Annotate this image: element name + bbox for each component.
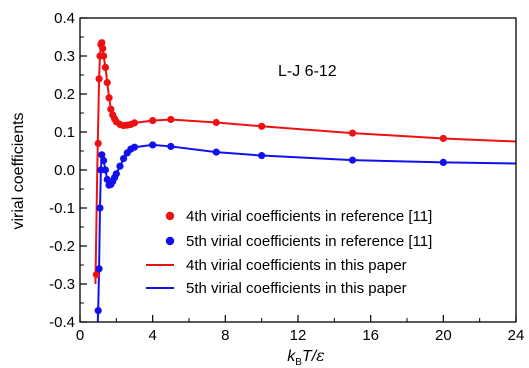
- series-0-point-2: [95, 75, 103, 83]
- series-1-point-12: [112, 170, 120, 178]
- marks-layer: [92, 39, 516, 322]
- y-axis-title: virial coefficients: [10, 112, 27, 229]
- series-1-point-1: [95, 265, 103, 273]
- series-0-point-20: [149, 117, 157, 125]
- series-0-point-23: [258, 122, 266, 130]
- legend-label-4th-reference: 4th virial coefficients in reference [11…: [186, 208, 432, 225]
- series-1-point-0: [94, 307, 102, 315]
- series-1-point-2: [96, 204, 104, 212]
- series-0-point-21: [167, 115, 175, 124]
- series-0-point-8: [101, 63, 110, 71]
- x-axis-title-eps: ε: [316, 346, 325, 365]
- annotation-lj-6-12: L-J 6-12: [278, 63, 337, 80]
- legend-entry-4th-reference: 4th virial coefficients in reference [11…: [165, 208, 432, 225]
- series-0-point-11: [107, 105, 115, 113]
- legend-marker-5th-reference: [165, 236, 175, 246]
- legend-label-4th-this-paper: 4th virial coefficients in this paper: [186, 257, 407, 274]
- series-0-point-24: [348, 129, 357, 137]
- y-tick-label: -0.3: [49, 276, 75, 293]
- series-1-point-13: [116, 162, 124, 170]
- legend: 4th virial coefficients in reference [11…: [146, 208, 432, 297]
- x-tick-label: 8: [221, 327, 229, 344]
- legend-label-5th-reference: 5th virial coefficients in reference [11…: [186, 233, 432, 250]
- y-tick-label: -0.1: [49, 200, 75, 217]
- legend-entry-5th-this-paper: 5th virial coefficients in this paper: [146, 280, 407, 297]
- y-tick-label: 0.4: [54, 10, 75, 27]
- x-axis-title-sub: B: [295, 357, 302, 368]
- series-1-point-22: [348, 156, 357, 164]
- series-1-point-6: [101, 166, 110, 174]
- legend-entry-4th-this-paper: 4th virial coefficients in this paper: [146, 257, 407, 274]
- series-1-point-14: [120, 155, 128, 163]
- series-0-point-10: [105, 94, 113, 102]
- y-tick-label: 0.2: [54, 86, 75, 103]
- x-tick-label: 0: [76, 327, 84, 344]
- series-0-point-9: [103, 79, 111, 87]
- x-tick-label: 16: [362, 327, 379, 344]
- series-1-point-4: [98, 151, 106, 159]
- x-tick-label: 20: [435, 327, 452, 344]
- legend-label-5th-this-paper: 5th virial coefficients in this paper: [186, 280, 407, 297]
- x-tick-label: 12: [290, 327, 307, 344]
- series-0-point-7: [100, 52, 108, 60]
- series-1-point-5: [100, 156, 108, 165]
- x-axis-title-rest: T/: [302, 348, 318, 365]
- series-0-point-0: [92, 270, 100, 279]
- series-1-point-20: [212, 148, 220, 156]
- x-tick-label: 4: [148, 327, 156, 344]
- series-0-point-22: [212, 118, 220, 127]
- x-axis-title: kBT/ε: [287, 346, 324, 368]
- series-1-point-7: [103, 175, 111, 184]
- series-0-point-1: [94, 139, 102, 147]
- series-1-point-18: [149, 141, 157, 149]
- series-0-point-19: [130, 119, 139, 127]
- series-1-point-19: [167, 142, 175, 151]
- x-tick-label: 24: [508, 327, 525, 344]
- series-1-point-23: [439, 158, 447, 166]
- y-tick-label: 0.1: [54, 124, 75, 141]
- y-tick-label: -0.2: [49, 238, 75, 255]
- y-tick-label: -0.4: [49, 314, 75, 331]
- ticks-layer: 0 4 8 12 16 20 24 -0.4 -0.3 -0.2 -0.1 0.0 0.1 0.2 0.3 0…: [49, 10, 524, 344]
- x-axis-title-k: k: [287, 348, 296, 365]
- series-1-point-21: [258, 151, 266, 160]
- legend-entry-5th-reference: 5th virial coefficients in reference [11…: [165, 233, 432, 250]
- y-tick-label: 0.3: [54, 48, 75, 65]
- series-0-point-6: [99, 44, 107, 53]
- series-0-point-5: [98, 39, 106, 47]
- series-1-point-17: [130, 143, 139, 151]
- series-0-point-25: [439, 134, 447, 143]
- legend-marker-4th-reference: [165, 211, 175, 221]
- y-tick-label: 0.0: [54, 162, 75, 179]
